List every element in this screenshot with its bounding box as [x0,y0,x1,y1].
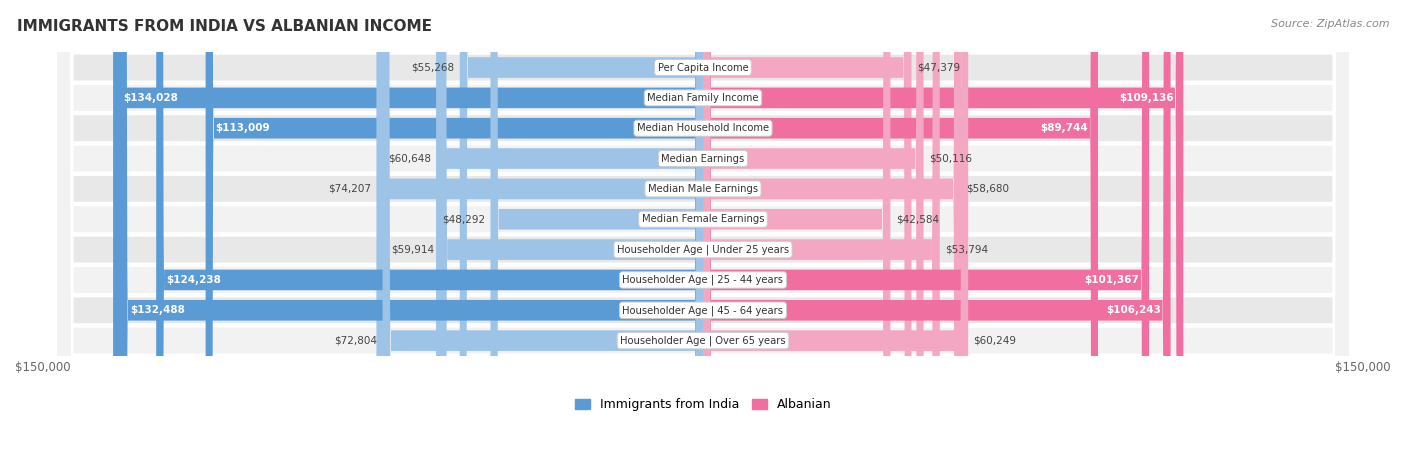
Text: $89,744: $89,744 [1040,123,1088,133]
FancyBboxPatch shape [703,0,962,467]
Text: $47,379: $47,379 [917,63,960,72]
Text: $60,648: $60,648 [388,154,430,163]
FancyBboxPatch shape [436,0,703,467]
FancyBboxPatch shape [377,0,703,467]
Text: $134,028: $134,028 [122,93,179,103]
Text: Median Male Earnings: Median Male Earnings [648,184,758,194]
Text: Median Earnings: Median Earnings [661,154,745,163]
Legend: Immigrants from India, Albanian: Immigrants from India, Albanian [569,393,837,416]
FancyBboxPatch shape [56,0,1350,467]
FancyBboxPatch shape [56,0,1350,467]
Text: Householder Age | Over 65 years: Householder Age | Over 65 years [620,335,786,346]
FancyBboxPatch shape [491,0,703,467]
Text: $124,238: $124,238 [166,275,221,285]
FancyBboxPatch shape [703,0,890,467]
Text: $132,488: $132,488 [129,305,184,315]
Text: $60,249: $60,249 [973,336,1017,346]
Text: $42,584: $42,584 [896,214,939,224]
FancyBboxPatch shape [56,0,1350,467]
FancyBboxPatch shape [56,0,1350,467]
FancyBboxPatch shape [56,0,1350,467]
Text: $55,268: $55,268 [412,63,454,72]
FancyBboxPatch shape [703,0,924,467]
FancyBboxPatch shape [205,0,703,467]
FancyBboxPatch shape [382,0,703,467]
FancyBboxPatch shape [56,0,1350,467]
FancyBboxPatch shape [56,0,1350,467]
FancyBboxPatch shape [56,0,1350,467]
FancyBboxPatch shape [460,0,703,467]
Text: $113,009: $113,009 [215,123,270,133]
FancyBboxPatch shape [112,0,703,467]
FancyBboxPatch shape [703,0,1184,467]
Text: $72,804: $72,804 [335,336,377,346]
Text: $58,680: $58,680 [966,184,1010,194]
Text: $59,914: $59,914 [391,245,434,255]
FancyBboxPatch shape [703,0,939,467]
Text: $101,367: $101,367 [1084,275,1139,285]
FancyBboxPatch shape [56,0,1350,467]
Text: $53,794: $53,794 [945,245,988,255]
FancyBboxPatch shape [703,0,1149,467]
Text: Householder Age | Under 25 years: Householder Age | Under 25 years [617,244,789,255]
Text: Per Capita Income: Per Capita Income [658,63,748,72]
Text: $50,116: $50,116 [929,154,972,163]
FancyBboxPatch shape [703,0,911,467]
Text: $109,136: $109,136 [1119,93,1174,103]
Text: Median Household Income: Median Household Income [637,123,769,133]
FancyBboxPatch shape [56,0,1350,467]
Text: $48,292: $48,292 [441,214,485,224]
FancyBboxPatch shape [703,0,969,467]
FancyBboxPatch shape [703,0,1171,467]
FancyBboxPatch shape [120,0,703,467]
Text: Median Family Income: Median Family Income [647,93,759,103]
FancyBboxPatch shape [439,0,703,467]
Text: Median Female Earnings: Median Female Earnings [641,214,765,224]
FancyBboxPatch shape [156,0,703,467]
Text: $74,207: $74,207 [328,184,371,194]
Text: Householder Age | 45 - 64 years: Householder Age | 45 - 64 years [623,305,783,316]
Text: IMMIGRANTS FROM INDIA VS ALBANIAN INCOME: IMMIGRANTS FROM INDIA VS ALBANIAN INCOME [17,19,432,34]
Text: $106,243: $106,243 [1107,305,1161,315]
Text: Source: ZipAtlas.com: Source: ZipAtlas.com [1271,19,1389,28]
FancyBboxPatch shape [703,0,1098,467]
Text: Householder Age | 25 - 44 years: Householder Age | 25 - 44 years [623,275,783,285]
